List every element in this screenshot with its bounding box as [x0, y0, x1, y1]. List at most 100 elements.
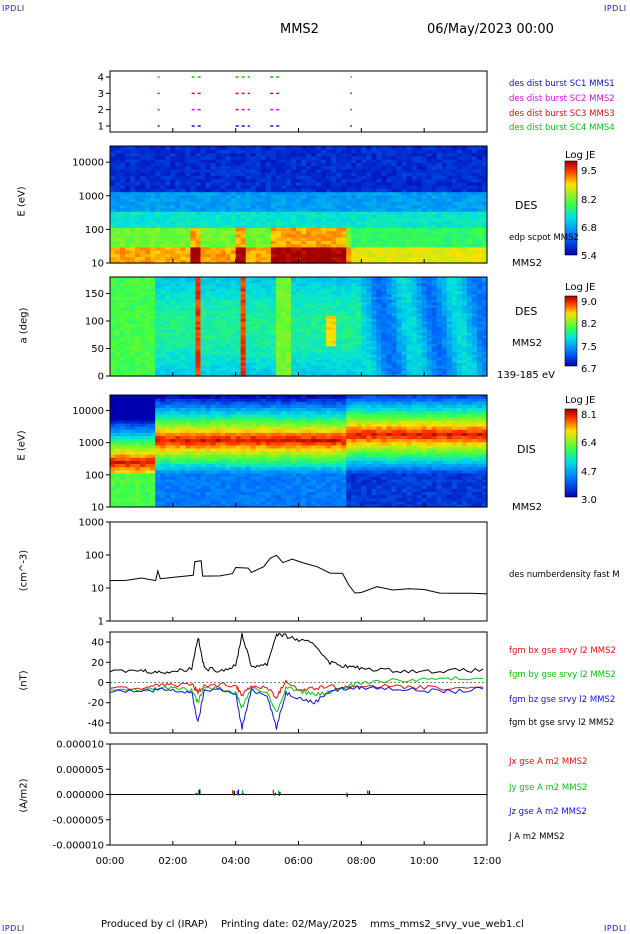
des-pitch-cell — [411, 367, 418, 372]
des-energy-cell — [170, 243, 176, 248]
des-energy-cell — [125, 188, 131, 193]
des-energy-cell — [240, 217, 247, 222]
des-energy-cell — [160, 178, 166, 183]
des-pitch-cell — [275, 282, 282, 286]
des-pitch-cell — [366, 321, 372, 325]
des-pitch-cell — [311, 310, 317, 314]
des-energy-cell — [245, 162, 252, 167]
des-pitch-cell — [205, 340, 212, 344]
des-energy-cell — [411, 250, 418, 254]
des-energy-cell — [366, 253, 372, 258]
des-energy-cell — [381, 152, 387, 157]
des-energy-cell — [346, 191, 352, 196]
des-energy-cell — [145, 168, 151, 173]
des-pitch-cell — [265, 337, 272, 341]
des-pitch-cell — [120, 323, 126, 328]
des-energy-cell — [130, 211, 136, 215]
des-energy-cell — [466, 253, 473, 258]
des-energy-cell — [446, 185, 453, 189]
des-energy-cell — [441, 191, 448, 196]
des-energy-cell — [145, 230, 151, 235]
des-energy-cell — [426, 159, 433, 163]
des-energy-cell — [291, 259, 297, 264]
des-pitch-cell — [316, 321, 322, 325]
des-energy-cell — [205, 146, 212, 150]
des-pitch-cell — [336, 299, 342, 303]
des-energy-cell — [326, 207, 332, 212]
des-energy-cell — [346, 227, 352, 232]
des-energy-cell — [291, 220, 297, 225]
des-pitch-cell — [381, 365, 387, 369]
des-energy-cell — [285, 155, 292, 160]
des-energy-cell — [461, 230, 468, 235]
des-energy-cell — [150, 233, 156, 238]
des-energy-cell — [280, 240, 287, 245]
des-pitch-cell — [326, 326, 332, 330]
des-energy-cell — [386, 204, 393, 209]
des-energy-cell — [301, 211, 307, 215]
des-energy-cell — [376, 178, 382, 183]
des-pitch-cell — [260, 345, 267, 350]
des-pitch-cell — [421, 301, 428, 306]
des-energy-cell — [451, 152, 458, 157]
des-energy-cell — [245, 211, 252, 215]
des-energy-cell — [250, 146, 257, 150]
des-pitch-cell — [376, 296, 382, 300]
des-pitch-cell — [301, 365, 307, 369]
des-pitch-cell — [235, 340, 242, 344]
des-energy-cell — [135, 246, 141, 251]
des-pitch-cell — [215, 329, 222, 333]
des-energy-cell — [291, 253, 297, 258]
des-energy-cell — [110, 149, 116, 154]
des-energy-cell — [366, 146, 372, 150]
des-energy-cell — [170, 198, 176, 202]
des-pitch-cell — [205, 304, 212, 308]
des-energy-cell — [205, 253, 212, 258]
des-energy-cell — [150, 250, 156, 254]
des-energy-cell — [150, 240, 156, 245]
des-energy-cell — [120, 146, 126, 150]
des-pitch-cell — [215, 293, 222, 297]
des-energy-cell — [311, 172, 317, 176]
des-pitch-cell — [331, 367, 337, 372]
des-energy-cell — [456, 152, 463, 157]
des-energy-cell — [476, 240, 483, 245]
des-energy-cell — [426, 240, 433, 245]
des-energy-cell — [140, 220, 146, 225]
des-energy-cell — [255, 250, 262, 254]
des-pitch-cell — [331, 329, 337, 333]
des-pitch-cell — [331, 351, 337, 355]
des-energy-cell — [371, 256, 377, 261]
des-energy-cell — [431, 240, 438, 245]
des-energy-cell — [291, 256, 297, 261]
des-pitch-cell — [285, 334, 292, 339]
des-pitch-cell — [326, 318, 332, 322]
des-pitch-cell — [406, 362, 413, 366]
des-pitch-cell — [225, 334, 232, 339]
des-energy-cell — [451, 188, 458, 193]
des-energy-cell — [401, 220, 408, 225]
des-pitch-cell — [275, 370, 282, 374]
des-energy-cell — [396, 250, 403, 254]
des-energy-cell — [260, 146, 267, 150]
des-energy-cell — [270, 149, 277, 154]
des-energy-cell — [471, 243, 478, 248]
des-pitch-cell — [421, 367, 428, 372]
des-pitch-cell — [371, 307, 377, 311]
des-energy-cell — [150, 201, 156, 206]
des-energy-cell — [351, 201, 357, 206]
des-energy-cell — [361, 243, 367, 248]
des-energy-cell — [250, 175, 257, 180]
des-energy-cell — [456, 162, 463, 167]
des-pitch-cell — [280, 307, 287, 311]
des-energy-cell — [245, 168, 252, 173]
des-energy-cell — [376, 259, 382, 264]
des-pitch-cell — [150, 367, 156, 372]
des-energy-cell — [401, 175, 408, 180]
des-pitch-cell — [386, 362, 393, 366]
des-energy-cell — [215, 146, 222, 150]
des-pitch-cell — [250, 367, 257, 372]
des-pitch-cell — [115, 332, 121, 336]
des-pitch-cell — [110, 296, 116, 300]
des-pitch-cell — [391, 301, 398, 306]
